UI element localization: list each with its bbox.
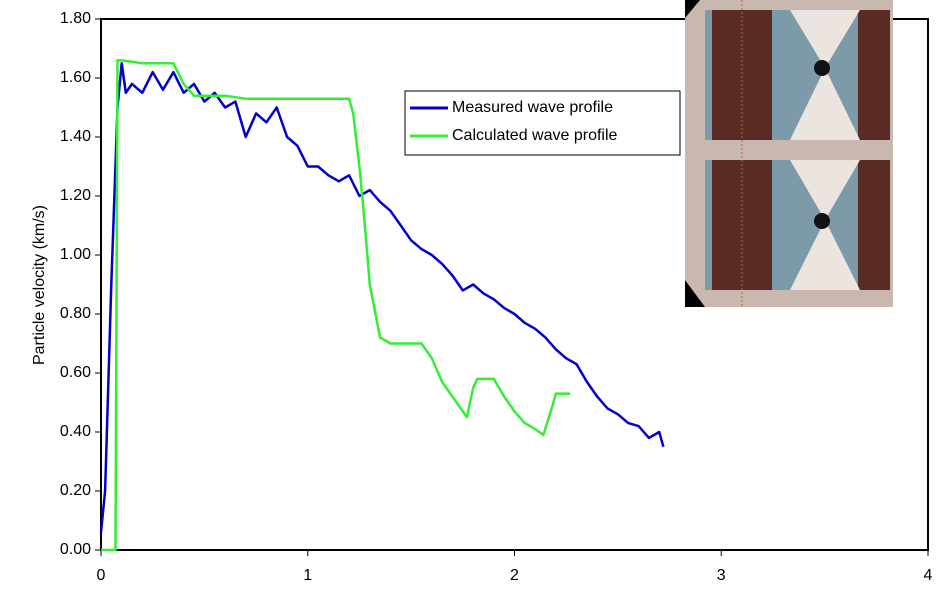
x-tick-label: 0 [97,567,106,584]
y-tick-label: 0.80 [60,305,91,322]
y-axis-label: Particle velocity (km/s) [31,205,48,365]
x-tick-label: 3 [717,567,726,584]
x-tick-label: 2 [510,567,519,584]
y-tick-label: 1.80 [60,10,91,27]
series-line [99,62,665,533]
y-tick-label: 1.60 [60,69,91,86]
y-tick-label: 0.40 [60,423,91,440]
y-tick-label: 1.00 [60,246,91,263]
y-tick-label: 0.00 [60,541,91,558]
series-line [101,59,571,552]
y-tick-label: 0.20 [60,482,91,499]
y-tick-label: 1.40 [60,128,91,145]
legend: Measured wave profile Calculated wave pro… [404,90,681,156]
legend-label: Calculated wave profile [452,127,618,144]
y-tick-label: 0.60 [60,364,91,381]
legend-label: Measured wave profile [452,99,613,116]
inset-photo [685,0,893,307]
x-tick-label: 1 [303,567,312,584]
x-tick-label: 4 [924,567,933,584]
y-tick-label: 1.20 [60,187,91,204]
